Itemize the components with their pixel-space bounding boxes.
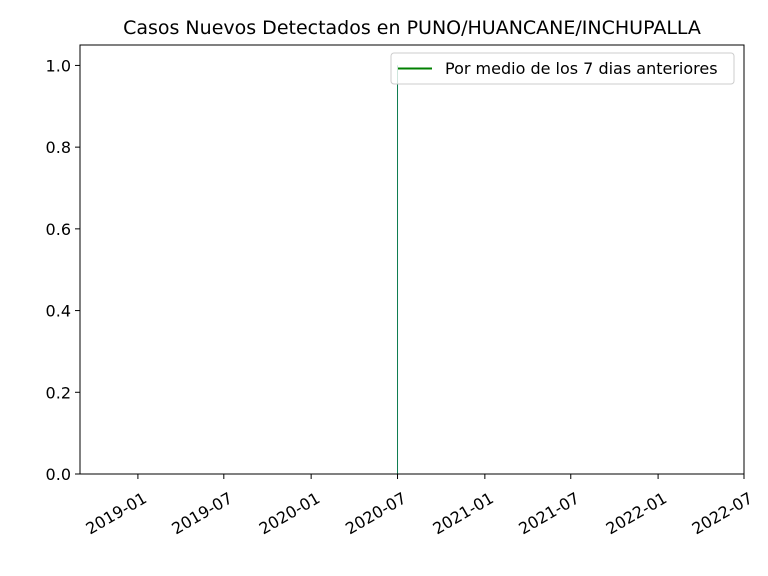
y-tick-label: 0.0 xyxy=(46,465,71,484)
y-tick-label: 0.2 xyxy=(46,383,71,402)
y-tick-label: 0.6 xyxy=(46,220,71,239)
y-axis: 0.0 0.2 0.4 0.6 0.8 1.0 xyxy=(46,56,80,484)
y-tick-label: 0.8 xyxy=(46,138,71,157)
legend: Por medio de los 7 dias anteriores xyxy=(390,52,735,85)
plot-background xyxy=(80,45,744,474)
y-tick-label: 1.0 xyxy=(46,56,71,75)
legend-box xyxy=(390,52,735,85)
legend-label: Por medio de los 7 dias anteriores xyxy=(445,59,718,78)
plot-frame xyxy=(79,44,745,475)
plot-area xyxy=(80,45,744,474)
y-tick-label: 0.4 xyxy=(46,302,71,321)
chart-title: Casos Nuevos Detectados en PUNO/HUANCANE… xyxy=(123,17,701,39)
